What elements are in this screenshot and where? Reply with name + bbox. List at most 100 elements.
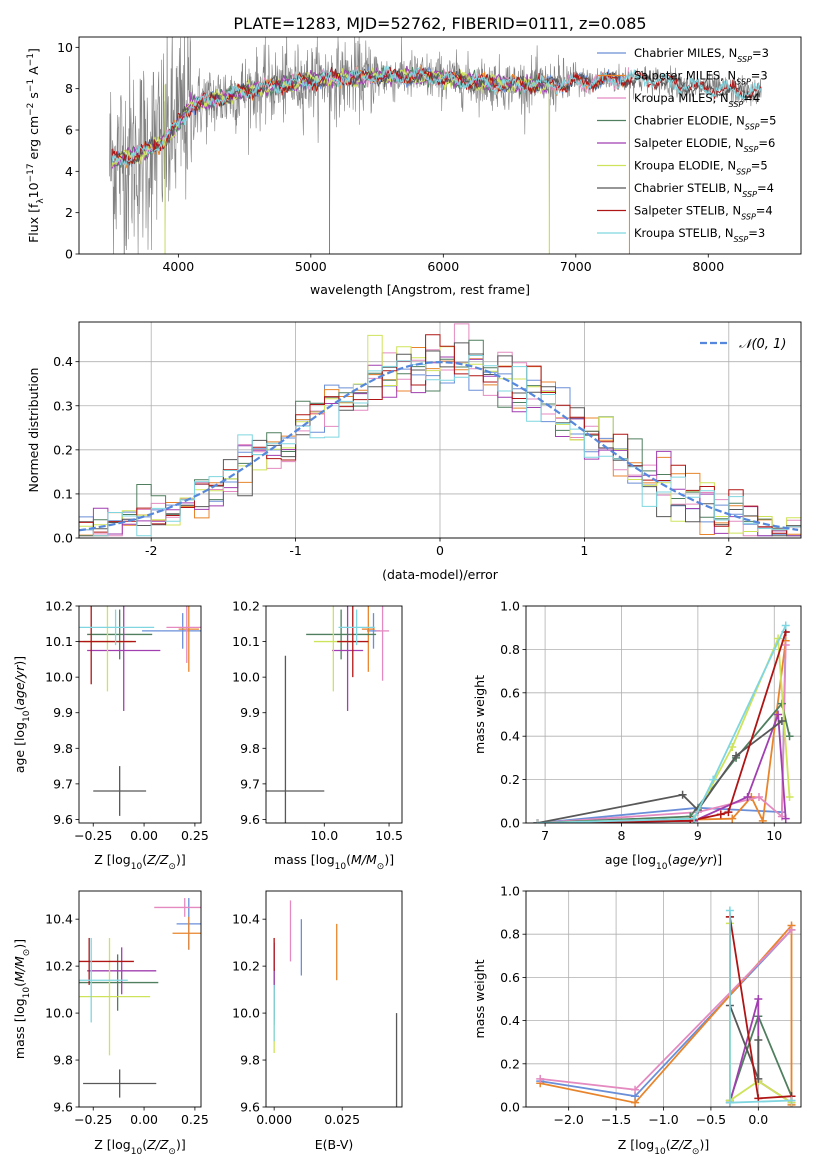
y-axis-label: mass weight (472, 675, 487, 754)
x-tick-label: 0.025 (324, 1112, 360, 1127)
x-axis-label: age [log10(age/yr)] (605, 852, 722, 872)
legend-entry: Salpeter STELIB, NSSP=4 (634, 204, 773, 222)
axes-frame (78, 36, 802, 255)
weight-point (678, 790, 687, 799)
plot-area (109, 37, 762, 254)
x-tick-label: −0.25 (74, 1112, 112, 1127)
x-tick-label: 1 (580, 543, 588, 558)
axes-frame (525, 605, 802, 824)
legend-entry: Salpeter ELODIE, NSSP=6 (634, 136, 775, 154)
x-axis-label: Z [log10(Z/Z⊙)] (618, 1137, 709, 1157)
weight-point (781, 641, 790, 650)
y-tick-label: 0 (65, 247, 73, 262)
plot-area (273, 900, 398, 1107)
y-tick-label: 0.2 (500, 1056, 520, 1071)
model-spectrum (111, 65, 762, 168)
y-tick-label: 0.4 (500, 729, 520, 744)
weight-point (728, 814, 737, 823)
plot-spectrum: 4000 5000 6000 7000 8000 0 2 4 6 8 10 wavelength [A… (26, 36, 802, 297)
y-axis-label: Normed distribution (26, 368, 41, 493)
x-tick-label: 7000 (560, 259, 592, 274)
weight-point (724, 808, 733, 817)
plot-area (79, 606, 201, 816)
x-axis-label: wavelength [Angstrom, rest frame] (310, 282, 530, 297)
weight-point (728, 743, 737, 752)
plot-area (536, 906, 796, 1107)
plot-area (79, 323, 801, 537)
weight-point (536, 1074, 545, 1083)
x-tick-label: 0.00 (130, 1112, 158, 1127)
plot-residuals: -2 -1 0 1 2 0.0 0.1 0.2 0.3 0.4 (data-model)/error… (26, 321, 802, 582)
legend-entry: Kroupa MILES, NSSP=4 (634, 91, 760, 109)
axes-frame (265, 605, 403, 824)
y-tick-label: 0.4 (500, 1013, 520, 1028)
plot-area (79, 898, 201, 1098)
plot-mass_vs_ebv: 0.000 0.025 9.6 9.8 10.0 10.2 10.4 E(B-V) (232, 890, 403, 1152)
y-tick-label: 0.6 (500, 685, 520, 700)
axes-frame (78, 321, 802, 539)
y-tick-label: 9.8 (53, 741, 73, 756)
y-tick-label: 0.2 (53, 442, 73, 457)
y-tick-label: 0.0 (500, 816, 520, 831)
y-tick-label: 9.9 (240, 705, 260, 720)
y-tick-label: 0.8 (500, 642, 520, 657)
y-tick-label: 10.0 (45, 670, 73, 685)
y-tick-label: 10.0 (232, 670, 260, 685)
axes-frame (265, 890, 403, 1108)
x-tick-label: 0.00 (130, 828, 158, 843)
legend-entry: Chabrier ELODIE, NSSP=5 (634, 114, 776, 132)
weight-line (537, 625, 787, 823)
x-tick-label: 0.000 (256, 1112, 292, 1127)
x-tick-label: 7 (541, 828, 549, 843)
x-tick-label: −0.5 (696, 1112, 726, 1127)
y-tick-label: 10.2 (45, 599, 73, 614)
y-tick-label: 1.0 (500, 884, 520, 899)
x-tick-label: 9 (694, 828, 702, 843)
x-axis-label: E(B-V) (315, 1137, 354, 1152)
y-tick-label: 9.6 (240, 812, 260, 827)
axes-frame (78, 890, 202, 1108)
weight-point (787, 925, 796, 934)
weight-point (725, 906, 734, 915)
x-tick-label: 10.5 (375, 828, 403, 843)
y-axis-label: age [log10(age/yr)] (12, 656, 32, 773)
x-tick-label: 5000 (295, 259, 327, 274)
y-tick-label: 8 (65, 81, 73, 96)
x-axis-label: Z [log10(Z/Z⊙)] (94, 852, 185, 872)
weight-point (690, 814, 699, 823)
weight-point (754, 995, 763, 1003)
y-tick-label: 9.8 (240, 1053, 260, 1068)
axes-frame (525, 890, 802, 1108)
y-tick-label: 10.2 (232, 959, 260, 974)
y-tick-label: 10.0 (45, 1006, 73, 1021)
y-tick-label: 2 (65, 205, 73, 220)
legend-entry: Salpeter MILES, NSSP=3 (634, 69, 768, 87)
x-tick-label: 2 (725, 543, 733, 558)
weight-point (725, 1098, 734, 1107)
y-tick-label: 0.1 (53, 486, 73, 501)
y-tick-label: 10.1 (232, 634, 260, 649)
y-tick-label: 0.2 (500, 772, 520, 787)
weight-line (729, 998, 792, 1104)
y-tick-label: 0.3 (53, 398, 73, 413)
weight-point (758, 816, 767, 823)
y-tick-label: 9.7 (53, 776, 73, 791)
legend-entry: 𝒩(0, 1) (739, 337, 786, 352)
x-tick-label: −1.0 (648, 1112, 678, 1127)
y-tick-label: 9.8 (53, 1053, 73, 1068)
y-tick-label: 6 (65, 123, 73, 138)
y-axis-label: mass weight (472, 959, 487, 1038)
weight-point (785, 792, 794, 801)
x-tick-label: 4000 (162, 259, 194, 274)
y-tick-label: 0.4 (53, 354, 73, 369)
x-tick-label: 0.25 (181, 1112, 209, 1127)
weight-line (537, 701, 791, 823)
x-tick-label: 10 (766, 828, 782, 843)
weight-point (781, 621, 790, 630)
x-tick-label: 8 (618, 828, 626, 843)
plot-age_vs_mass: 10.0 10.5 9.6 9.7 9.8 9.9 10.0 10.1 10.2 mass [lo… (232, 599, 403, 873)
x-tick-label: -2 (145, 543, 157, 558)
figure-title: PLATE=1283, MJD=52762, FIBERID=0111, z=0… (233, 14, 646, 33)
legend: 𝒩(0, 1) (700, 337, 786, 352)
